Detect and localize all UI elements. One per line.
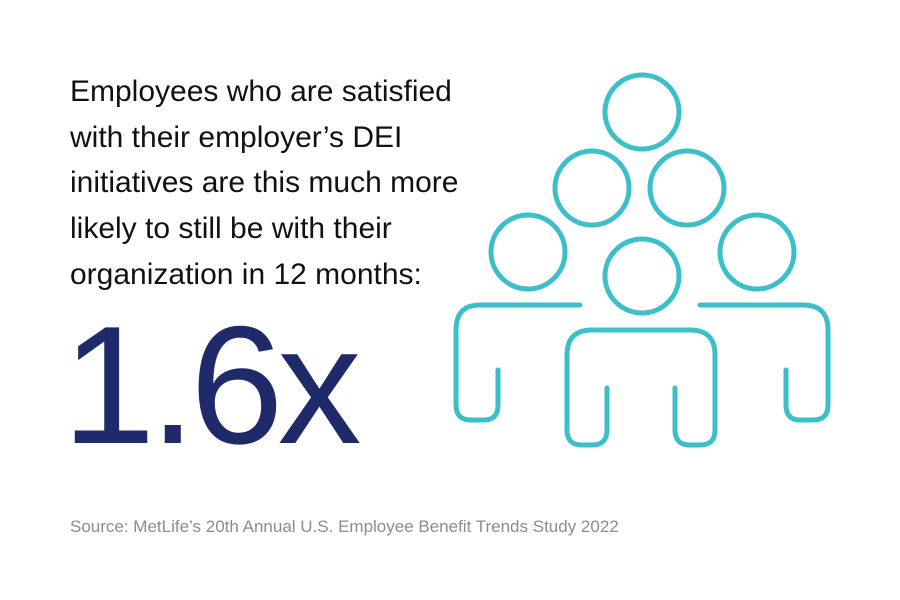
body <box>697 302 831 423</box>
statement-line: organization in 12 months: <box>70 258 422 291</box>
statement-line: likely to still be with their <box>70 212 392 245</box>
statement-line: initiatives are this much more <box>70 166 458 199</box>
head <box>488 212 568 292</box>
head <box>717 212 797 292</box>
head <box>602 236 682 316</box>
statement-line: Employees who are satisfied <box>70 75 452 108</box>
stat-figure: 1.6x <box>62 291 361 479</box>
people-icon <box>453 72 831 448</box>
head <box>647 148 727 228</box>
body <box>564 327 718 448</box>
head <box>602 72 682 152</box>
statement: Employees who are satisfied with their e… <box>69 75 458 291</box>
body <box>453 302 583 423</box>
head <box>552 148 632 228</box>
source-note: Source: MetLife’s 20th Annual U.S. Emplo… <box>70 517 619 536</box>
statement-line: with their employer’s DEI <box>69 121 402 154</box>
